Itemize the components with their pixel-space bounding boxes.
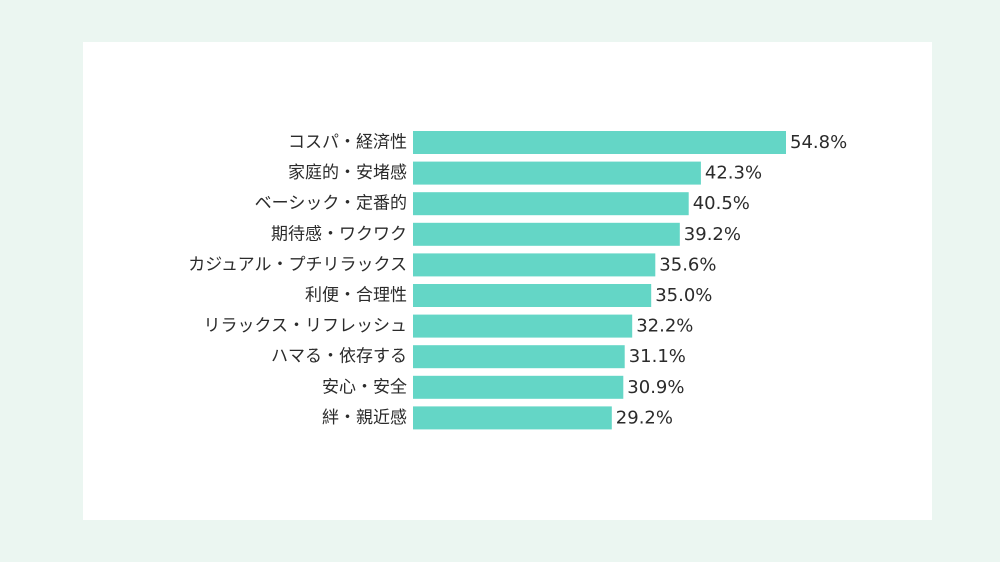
category-label: ベーシック・定番的 bbox=[255, 194, 407, 214]
category-label: ハマる・依存する bbox=[271, 347, 407, 367]
bar-group bbox=[413, 131, 786, 430]
value-label: 40.5% bbox=[693, 193, 750, 214]
bar bbox=[413, 406, 612, 430]
category-label: リラックス・リフレッシュ bbox=[204, 316, 408, 336]
category-label: 絆・親近感 bbox=[322, 408, 407, 428]
value-label: 29.2% bbox=[616, 407, 673, 428]
category-label: コスパ・経済性 bbox=[288, 133, 407, 153]
category-label: 利便・合理性 bbox=[305, 286, 407, 306]
category-label: カジュアル・プチリラックス bbox=[188, 255, 407, 275]
bar bbox=[413, 284, 652, 307]
category-label: 家庭的・安堵感 bbox=[288, 163, 407, 183]
value-label: 35.6% bbox=[659, 254, 716, 275]
bar bbox=[413, 345, 625, 369]
bar bbox=[413, 314, 633, 338]
category-label: 安心・安全 bbox=[322, 377, 407, 397]
bar bbox=[413, 222, 680, 246]
value-label: 35.0% bbox=[655, 285, 712, 306]
bar bbox=[413, 253, 656, 277]
value-label: 30.9% bbox=[627, 377, 684, 398]
bar bbox=[413, 161, 701, 185]
value-label: 31.1% bbox=[629, 346, 686, 367]
chart-panel bbox=[83, 42, 932, 520]
value-label: 54.8% bbox=[790, 132, 847, 153]
value-label: 32.2% bbox=[636, 316, 693, 337]
category-labels: コスパ・経済性家庭的・安堵感ベーシック・定番的期待感・ワクワクカジュアル・プチリ… bbox=[188, 133, 407, 428]
value-label: 39.2% bbox=[684, 224, 741, 245]
bar bbox=[413, 192, 689, 216]
bar bbox=[413, 131, 786, 154]
bar bbox=[413, 375, 624, 399]
value-label: 42.3% bbox=[705, 163, 762, 184]
value-labels: 54.8% 42.3% 40.5% 39.2% 35.6% 35.0% 32.2% 31.1%… bbox=[616, 132, 847, 428]
category-label: 期待感・ワクワク bbox=[271, 224, 407, 244]
